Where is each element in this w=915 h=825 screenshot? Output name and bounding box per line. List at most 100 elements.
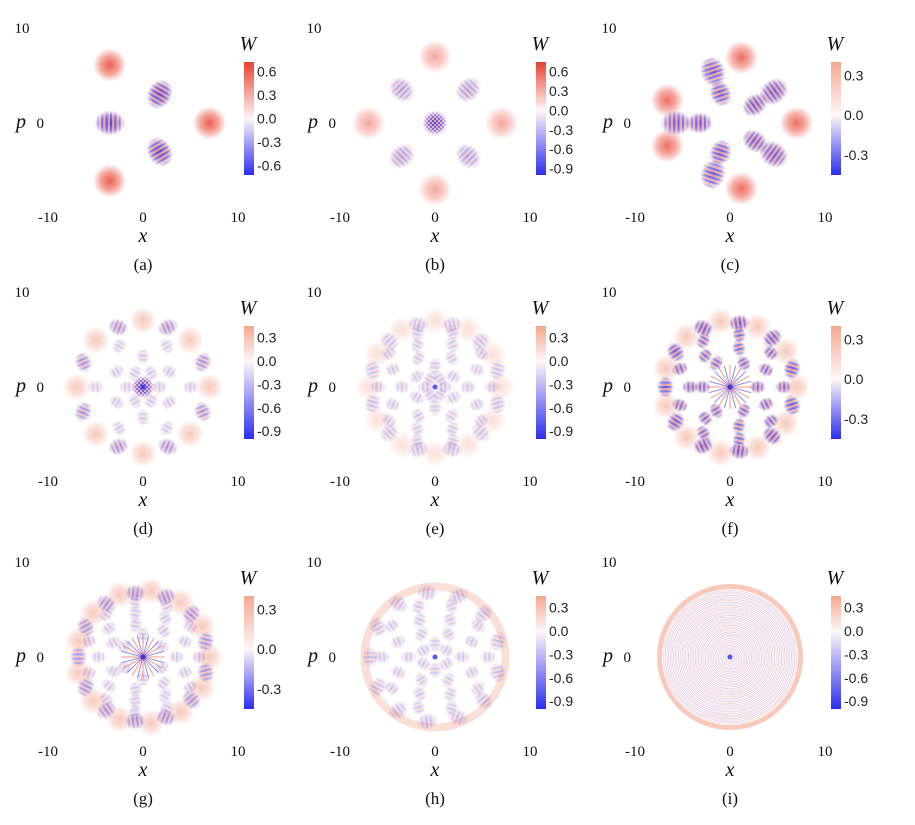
- colorbar-tick-label: -0.3: [257, 376, 281, 392]
- center-star-ray: [718, 367, 731, 388]
- center-dot: [432, 384, 438, 390]
- interference-fringe: [438, 656, 455, 671]
- interference-fringe: [94, 110, 126, 136]
- interference-fringe: [193, 401, 212, 423]
- concentric-ring: [663, 590, 797, 724]
- colorbar-tick-label: -0.3: [257, 681, 281, 697]
- colorbar-title: W: [532, 33, 551, 55]
- interference-fringe: [190, 650, 208, 664]
- gaussian-peak: [650, 129, 685, 163]
- x-tick-label: 10: [231, 744, 246, 760]
- interference-fringe: [380, 346, 397, 361]
- interference-fringe: [656, 376, 674, 398]
- center-star-ray: [729, 386, 746, 403]
- interference-fringe: [681, 380, 699, 394]
- x-tick-label: 10: [231, 210, 246, 226]
- interference-fringe: [445, 324, 460, 342]
- colorbar: [831, 596, 841, 709]
- x-tick-label: 0: [726, 210, 734, 226]
- concentric-ring: [699, 626, 761, 688]
- colorbar: [244, 62, 254, 175]
- colorbar-tick-label: -0.9: [257, 423, 281, 439]
- interference-fringe: [473, 346, 490, 361]
- x-tick-label: 0: [431, 210, 439, 226]
- interference-fringe: [731, 339, 746, 357]
- interference-fringe: [368, 616, 387, 638]
- concentric-ring: [681, 608, 779, 706]
- center-star-ray: [136, 656, 144, 679]
- y-tick-label: 10: [15, 555, 30, 571]
- gaussian-peak: [82, 326, 110, 354]
- interference-fringe: [440, 625, 456, 643]
- interference-fringe: [696, 424, 711, 442]
- concentric-ring: [701, 628, 759, 686]
- concentric-ring: [672, 599, 788, 715]
- gaussian-peak: [82, 420, 110, 448]
- interference-fringe: [379, 331, 399, 351]
- x-axis-label: x: [138, 759, 148, 781]
- interference-fringe: [488, 359, 507, 381]
- concentric-ring: [717, 644, 743, 670]
- interference-fringe: [709, 80, 732, 107]
- checker-interference: [422, 110, 448, 136]
- interference-fringe: [411, 350, 426, 367]
- interference-fringe: [158, 610, 173, 627]
- interference-fringe: [408, 369, 426, 384]
- concentric-ring: [706, 633, 754, 681]
- center-star-ray: [127, 656, 144, 673]
- x-tick-label: 0: [431, 474, 439, 490]
- interference-fringe: [118, 380, 136, 394]
- interference-fringe: [708, 354, 724, 372]
- x-tick-label: -10: [330, 744, 350, 760]
- panel-caption: (f): [722, 519, 739, 538]
- x-tick-label: -10: [330, 474, 350, 490]
- interference-fringe: [728, 314, 750, 332]
- x-tick-label: 0: [726, 474, 734, 490]
- interference-fringe: [393, 380, 411, 394]
- colorbar-tick-label: 0.3: [257, 87, 277, 103]
- interference-fringe: [471, 423, 491, 443]
- interference-fringe: [732, 326, 747, 344]
- interference-fringe: [176, 634, 194, 649]
- colorbar-tick-label: -0.9: [549, 693, 573, 709]
- interference-fringe: [410, 324, 425, 342]
- colorbar-tick-label: 0.0: [549, 102, 569, 118]
- interference-fringe: [696, 332, 711, 350]
- concentric-ring: [721, 648, 739, 666]
- concentric-ring: [679, 606, 781, 708]
- interference-fringe: [136, 408, 150, 426]
- concentric-ring: [722, 649, 738, 665]
- interference-fringe: [157, 318, 179, 337]
- center-star-ray: [142, 656, 155, 677]
- gaussian-peak: [672, 423, 701, 451]
- colorbar-tick-label: 0.0: [257, 111, 277, 127]
- interference-fringe: [692, 436, 714, 455]
- interference-fringe: [150, 380, 168, 394]
- interference-fringe: [111, 337, 127, 355]
- heatmap-area: [360, 582, 510, 732]
- interference-fringe: [700, 158, 726, 190]
- interference-fringe: [428, 399, 442, 417]
- center-star-ray: [729, 386, 752, 394]
- gaussian-peak: [195, 373, 224, 401]
- colorbar: [536, 326, 546, 439]
- concentric-ring: [691, 618, 769, 696]
- interference-fringe: [444, 598, 459, 615]
- center-star-ray: [718, 386, 731, 407]
- gaussian-peak: [176, 420, 204, 448]
- center-star-ray: [729, 367, 742, 388]
- interference-fringe: [383, 680, 400, 696]
- heatmap-area: [62, 306, 224, 468]
- center-dot: [140, 384, 146, 390]
- center-star-ray: [729, 386, 742, 407]
- concentric-ring: [666, 593, 794, 721]
- colorbar-tick-label: 0.6: [549, 64, 569, 80]
- interference-fringe: [363, 359, 382, 381]
- x-tick-label: 0: [139, 474, 147, 490]
- y-tick-label: 0: [329, 116, 337, 132]
- concentric-ring: [702, 629, 758, 685]
